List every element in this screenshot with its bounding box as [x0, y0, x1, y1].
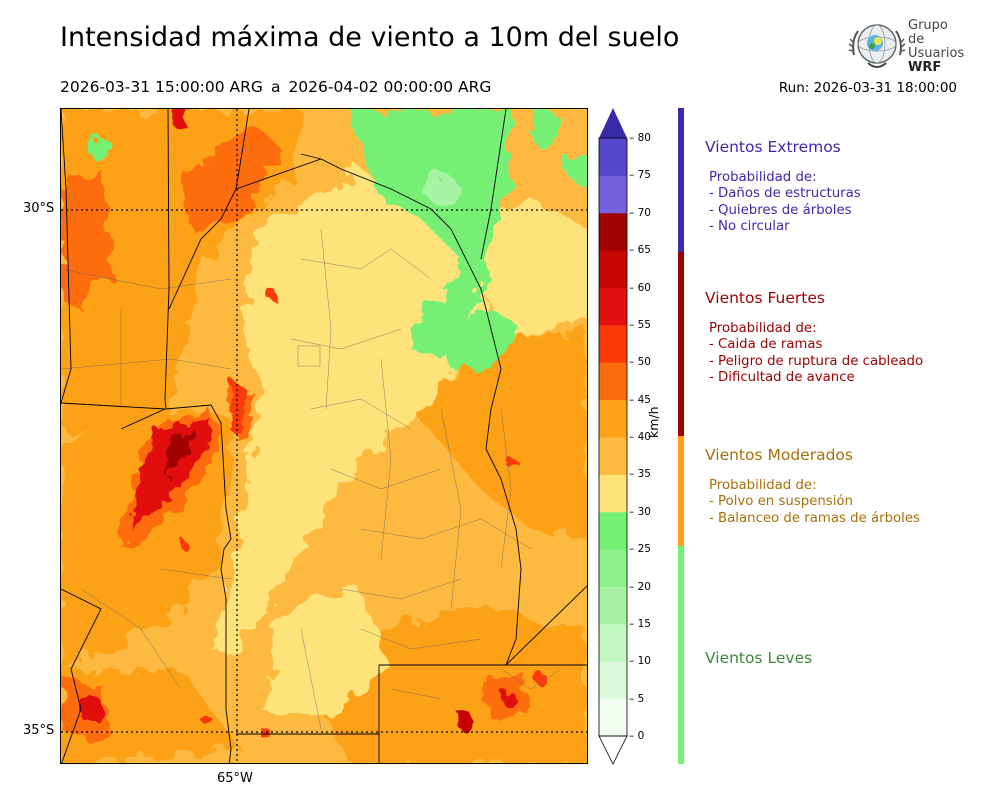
colorbar-tick-label: – 80 [629, 132, 651, 144]
colorbar-frame [598, 137, 628, 737]
colorbar-bin [599, 623, 627, 662]
period-separator: a [270, 78, 281, 96]
colorbar-tick-label: – 0 [629, 730, 645, 742]
colorbar-bin [599, 549, 627, 587]
colorbar-bin [599, 250, 627, 288]
category-description: Probabilidad de: - Polvo en suspensión -… [709, 478, 920, 526]
category-title: Vientos Moderados [705, 446, 853, 464]
wrf-users-logo: Grupo de Usuarios WRF [848, 17, 968, 75]
forecast-period: 2026-03-31 15:00:00 ARG a 2026-04-02 00:00… [60, 78, 491, 96]
map-title: Intensidad máxima de viento a 10m del su… [60, 22, 680, 53]
colorbar-bin [599, 437, 627, 475]
colorbar-bin [599, 362, 627, 401]
colorbar [598, 108, 628, 765]
colorbar-tick-label: – 60 [629, 281, 651, 294]
graticule [61, 109, 587, 763]
wind-map [60, 108, 588, 764]
category-fuertes: Vientos Fuertes Probabilidad de: - Caida… [705, 289, 923, 386]
colorbar-tick-label: – 15 [629, 617, 651, 630]
category-bar-leves [678, 546, 684, 764]
colorbar-tick-label: – 70 [629, 206, 651, 219]
category-description: Probabilidad de: - Caida de ramas - Peli… [709, 321, 924, 385]
category-bar-extremos [678, 108, 684, 252]
globe-logo-icon [848, 24, 906, 68]
lat-label-35s: 35°S [23, 723, 55, 738]
category-bar-moderados [678, 436, 684, 546]
colorbar-tick-label: – 30 [629, 505, 651, 518]
colorbar-bin [599, 138, 627, 176]
province-borders [61, 109, 587, 763]
wind-maxima [79, 109, 547, 739]
colorbar-tick-label: – 40 [629, 431, 651, 443]
category-moderados: Vientos Moderados Probabilidad de: - Pol… [705, 446, 920, 527]
colorbar-bin [599, 324, 627, 363]
colorbar-bin [599, 399, 627, 438]
colorbar-bin [599, 698, 627, 737]
category-title: Vientos Leves [705, 649, 813, 667]
period-start: 2026-03-31 15:00:00 ARG [60, 78, 263, 96]
colorbar-bin [599, 661, 627, 700]
colorbar-tick-label: – 65 [629, 244, 651, 257]
category-title: Vientos Extremos [705, 138, 841, 156]
lon-label-65w: 65°W [217, 771, 253, 786]
category-title: Vientos Fuertes [705, 289, 825, 307]
colorbar-tick-label: – 50 [629, 356, 651, 369]
category-leves: Vientos Leves [705, 649, 812, 667]
logo-text: Grupo de Usuarios WRF [908, 18, 965, 75]
department-borders [61, 228, 562, 730]
category-description: Probabilidad de: - Daños de estructuras … [709, 170, 861, 234]
colorbar-bin [599, 586, 627, 625]
colorbar-bin [599, 175, 627, 214]
colorbar-unit: km/h [646, 406, 661, 438]
period-end: 2026-04-02 00:00:00 ARG [288, 78, 492, 96]
colorbar-tick-label: – 55 [629, 318, 651, 331]
colorbar-tick-label: – 10 [629, 655, 651, 668]
colorbar-bin [599, 474, 627, 513]
colorbar-bin [599, 511, 627, 550]
category-extremos: Vientos Extremos Probabilidad de: - Daño… [705, 138, 861, 235]
colorbar-tick-label: – 5 [629, 692, 645, 705]
colorbar-tick-label: – 25 [629, 543, 651, 556]
colorbar-tick-label: – 35 [629, 468, 651, 481]
run-timestamp: Run: 2026-03-31 18:00:00 [778, 80, 957, 96]
colorbar-extend-arrow [599, 108, 627, 138]
colorbar-bin [599, 287, 627, 326]
colorbar-tick-label: – 20 [629, 580, 651, 593]
colorbar-tick-label: – 45 [629, 393, 651, 406]
lat-label-30s: 30°S [23, 201, 55, 216]
colorbar-tick-label: – 75 [629, 169, 651, 182]
category-bar-fuertes [678, 252, 684, 436]
colorbar-bin [599, 212, 627, 251]
colorbar-lower-arrow [598, 735, 628, 765]
